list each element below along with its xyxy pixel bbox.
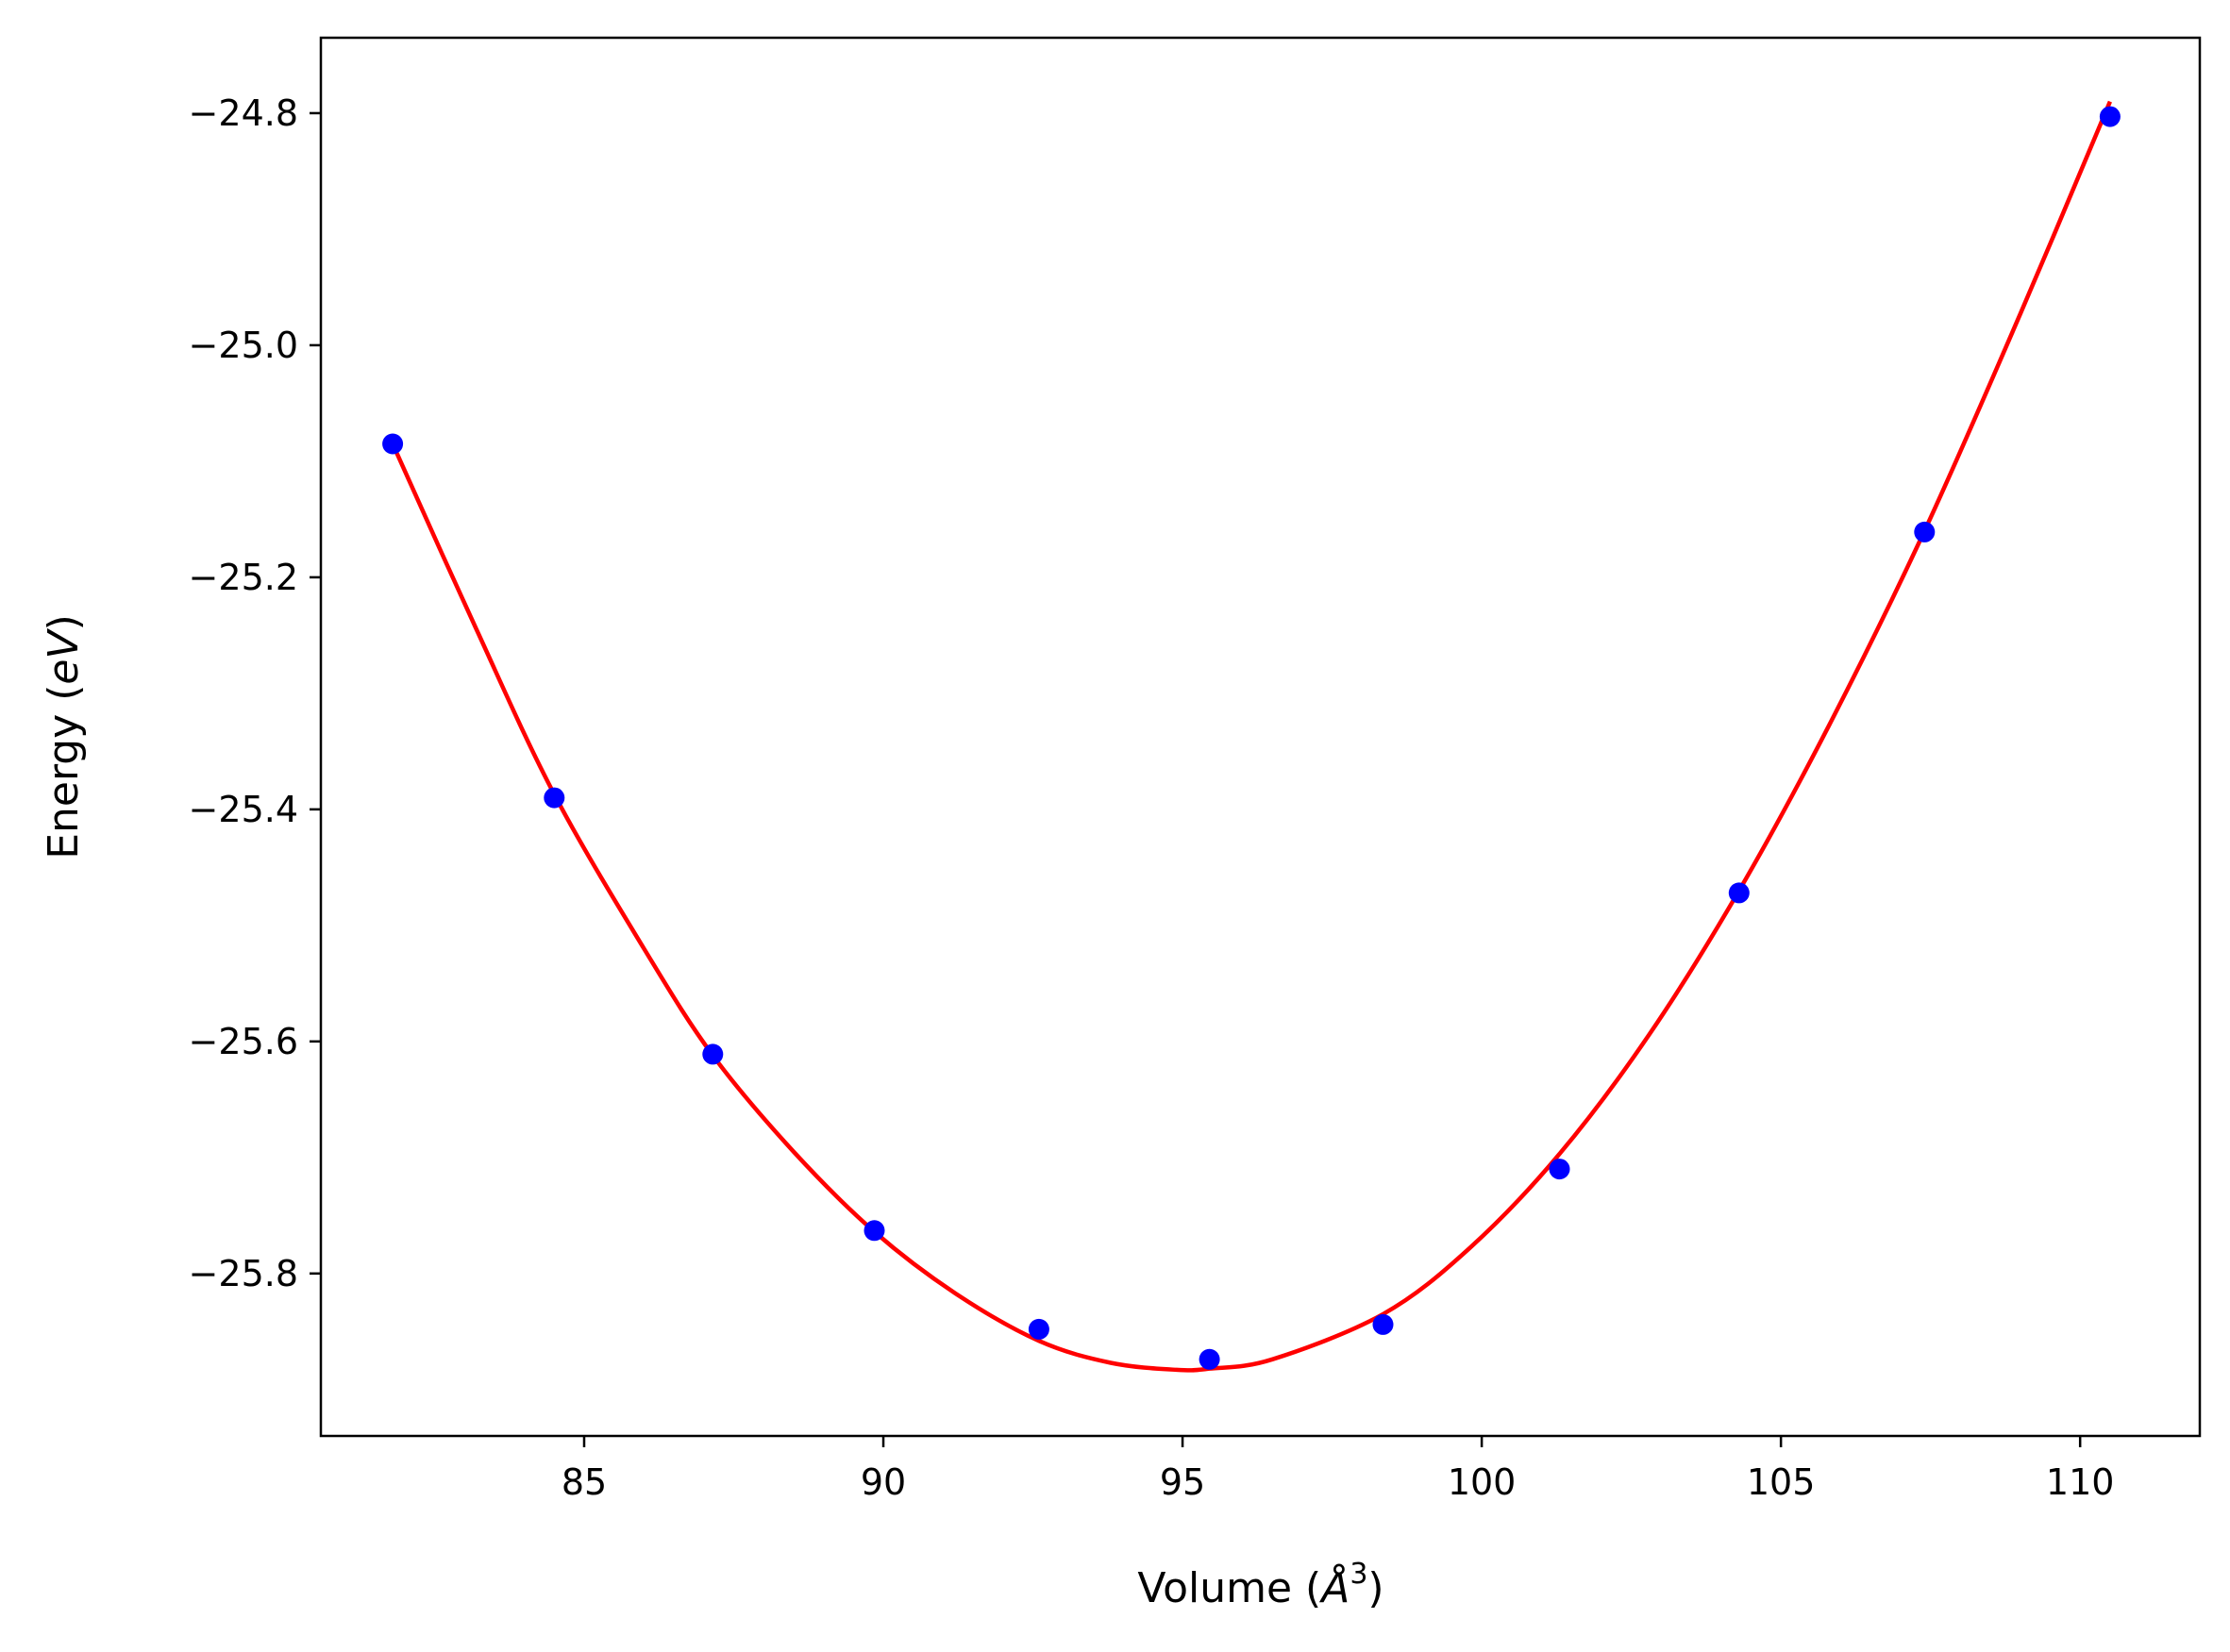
y-tick-label: −25.0 xyxy=(189,325,298,366)
x-tick-label: 100 xyxy=(1448,1461,1517,1503)
x-axis-label-unit: Å xyxy=(1318,1562,1350,1612)
y-tick-label: −25.8 xyxy=(189,1253,298,1294)
data-point xyxy=(544,787,565,809)
data-point xyxy=(702,1043,724,1065)
fit-curve-line xyxy=(391,100,2112,1373)
y-axis-label: Energy (eV) xyxy=(40,614,88,859)
x-axis-label: Volume (Å3) xyxy=(1137,1558,1383,1612)
data-point xyxy=(1372,1313,1394,1335)
x-axis-label-exponent: 3 xyxy=(1350,1558,1367,1591)
x-axis-label-text: Volume ( xyxy=(1137,1564,1321,1612)
y-tick-label: −25.4 xyxy=(189,789,298,830)
x-tick-label: 85 xyxy=(562,1461,607,1503)
x-tick-label: 110 xyxy=(2046,1461,2115,1503)
data-point xyxy=(1549,1159,1570,1180)
y-axis: −24.8 −25.0 −25.2 −25.4 −25.6 −25.8 xyxy=(189,92,321,1294)
data-point xyxy=(2099,106,2121,127)
y-axis-label-text: Energy ( xyxy=(40,685,88,859)
plot-frame xyxy=(319,36,2202,1438)
data-point xyxy=(1199,1348,1220,1370)
x-tick-label: 90 xyxy=(861,1461,906,1503)
x-axis: 85 90 95 100 105 110 xyxy=(562,1436,2115,1503)
y-axis-label-unit: eV xyxy=(40,628,88,685)
x-tick-label: 105 xyxy=(1747,1461,1816,1503)
data-point xyxy=(1028,1318,1049,1340)
x-tick-label: 95 xyxy=(1160,1461,1205,1503)
plot-marks xyxy=(382,100,2121,1373)
y-tick-label: −24.8 xyxy=(189,92,298,134)
data-point xyxy=(1728,882,1750,904)
y-tick-label: −25.2 xyxy=(189,557,298,598)
y-axis-label-close: ) xyxy=(40,614,88,630)
y-tick-label: −25.6 xyxy=(189,1021,298,1062)
data-point xyxy=(863,1220,885,1242)
data-point xyxy=(1914,521,1936,542)
x-axis-label-close: ) xyxy=(1367,1564,1383,1612)
data-point xyxy=(382,433,404,455)
